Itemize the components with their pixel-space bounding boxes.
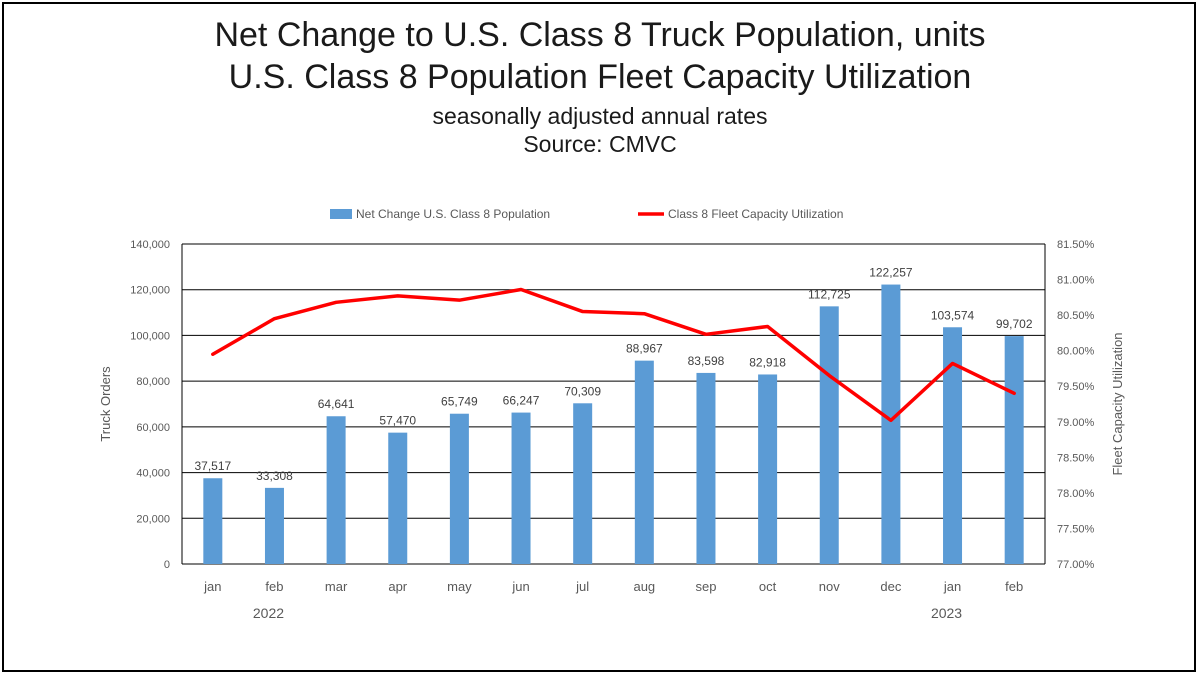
x-tick-label: jan: [203, 579, 221, 594]
x-tick-label: mar: [325, 579, 348, 594]
utilization-point: [643, 313, 645, 315]
y-axis-label: Truck Orders: [98, 366, 113, 442]
y-tick-label: 140,000: [130, 239, 170, 251]
bar: [573, 403, 593, 564]
x-tick-label: may: [447, 579, 472, 594]
bar: [449, 413, 469, 564]
y2-tick-label: 81.50%: [1057, 239, 1095, 251]
x-tick-label: jun: [511, 579, 529, 594]
y2-tick-label: 79.00%: [1057, 417, 1095, 429]
legend-line-label: Class 8 Fleet Capacity Utilization: [668, 207, 843, 221]
bar-data-label: 112,725: [808, 287, 851, 301]
utilization-point: [335, 301, 337, 303]
chart-titles: Net Change to U.S. Class 8 Truck Populat…: [0, 14, 1200, 158]
chart-title-second-line: U.S. Class 8 Population Fleet Capacity U…: [228, 58, 972, 96]
x-tick-label: sep: [695, 579, 716, 594]
y2-tick-label: 77.00%: [1057, 559, 1095, 571]
bar: [388, 432, 408, 564]
bar: [326, 416, 346, 564]
y-tick-label: 100,000: [130, 330, 170, 342]
bar: [943, 327, 963, 564]
bar-data-label: 37,517: [194, 459, 231, 473]
y-tick-label: 80,000: [136, 376, 170, 388]
bar: [758, 374, 778, 564]
y2-tick-label: 79.50%: [1057, 381, 1095, 393]
bar-data-label: 82,918: [749, 355, 786, 369]
x-tick-label: oct: [759, 579, 777, 594]
x-tick-label: aug: [633, 579, 655, 594]
utilization-point: [1013, 392, 1015, 394]
y2-tick-label: 78.50%: [1057, 452, 1095, 464]
chart-title: Net Change to U.S. Class 8 Truck Populat…: [214, 16, 986, 54]
y2-tick-label: 81.00%: [1057, 275, 1095, 287]
utilization-point: [458, 299, 460, 301]
bar-data-label: 57,470: [379, 414, 416, 428]
utilization-point: [767, 325, 769, 327]
bar: [881, 284, 901, 564]
utilization-point: [705, 333, 707, 335]
utilization-point: [273, 318, 275, 320]
bar-data-label: 70,309: [564, 384, 601, 398]
legend-bar-swatch: [330, 209, 352, 219]
bar: [696, 372, 716, 564]
utilization-point: [890, 419, 892, 421]
x-tick-label: dec: [880, 579, 901, 594]
x-tick-label: feb: [265, 579, 283, 594]
utilization-point: [952, 362, 954, 364]
bar: [1004, 336, 1024, 564]
y-tick-label: 40,000: [136, 468, 170, 480]
utilization-point: [520, 289, 522, 291]
y-tick-label: 60,000: [136, 422, 170, 434]
utilization-point: [212, 353, 214, 355]
bar: [819, 306, 839, 564]
year-label: 2023: [931, 605, 962, 621]
utilization-point: [582, 311, 584, 313]
bar: [511, 412, 531, 564]
bar: [264, 487, 284, 564]
x-tick-label: nov: [819, 579, 840, 594]
legend-bar-label: Net Change U.S. Class 8 Population: [356, 207, 550, 221]
x-tick-label: apr: [388, 579, 407, 594]
y-tick-label: 20,000: [136, 513, 170, 525]
utilization-point: [828, 375, 830, 377]
x-tick-label: jul: [575, 579, 589, 594]
y2-axis-label: Fleet Capacity Utilization: [1110, 332, 1125, 475]
y2-tick-label: 80.00%: [1057, 346, 1095, 358]
bar-data-label: 83,598: [688, 354, 725, 368]
bar-data-label: 64,641: [318, 397, 355, 411]
y2-tick-label: 78.00%: [1057, 488, 1095, 500]
bar-data-label: 122,257: [869, 266, 913, 280]
utilization-line: [211, 287, 1016, 423]
chart-source: Source: CMVC: [523, 131, 677, 157]
bar: [634, 360, 654, 564]
x-tick-label: jan: [943, 579, 961, 594]
y2-tick-label: 80.50%: [1057, 310, 1095, 322]
bar-data-label: 99,702: [996, 317, 1033, 331]
y-tick-label: 0: [164, 559, 170, 571]
bar-data-label: 103,574: [931, 308, 975, 322]
x-tick-label: feb: [1005, 579, 1023, 594]
bar-data-label: 65,749: [441, 395, 478, 409]
year-label: 2022: [253, 605, 284, 621]
bar-data-label: 66,247: [503, 394, 540, 408]
bar-data-label: 33,308: [256, 469, 293, 483]
y-tick-label: 120,000: [130, 285, 170, 297]
bar: [203, 478, 223, 564]
utilization-point: [397, 295, 399, 297]
bar-data-label: 88,967: [626, 342, 663, 356]
y2-tick-label: 77.50%: [1057, 523, 1095, 535]
chart-subtitle: seasonally adjusted annual rates: [432, 103, 768, 129]
